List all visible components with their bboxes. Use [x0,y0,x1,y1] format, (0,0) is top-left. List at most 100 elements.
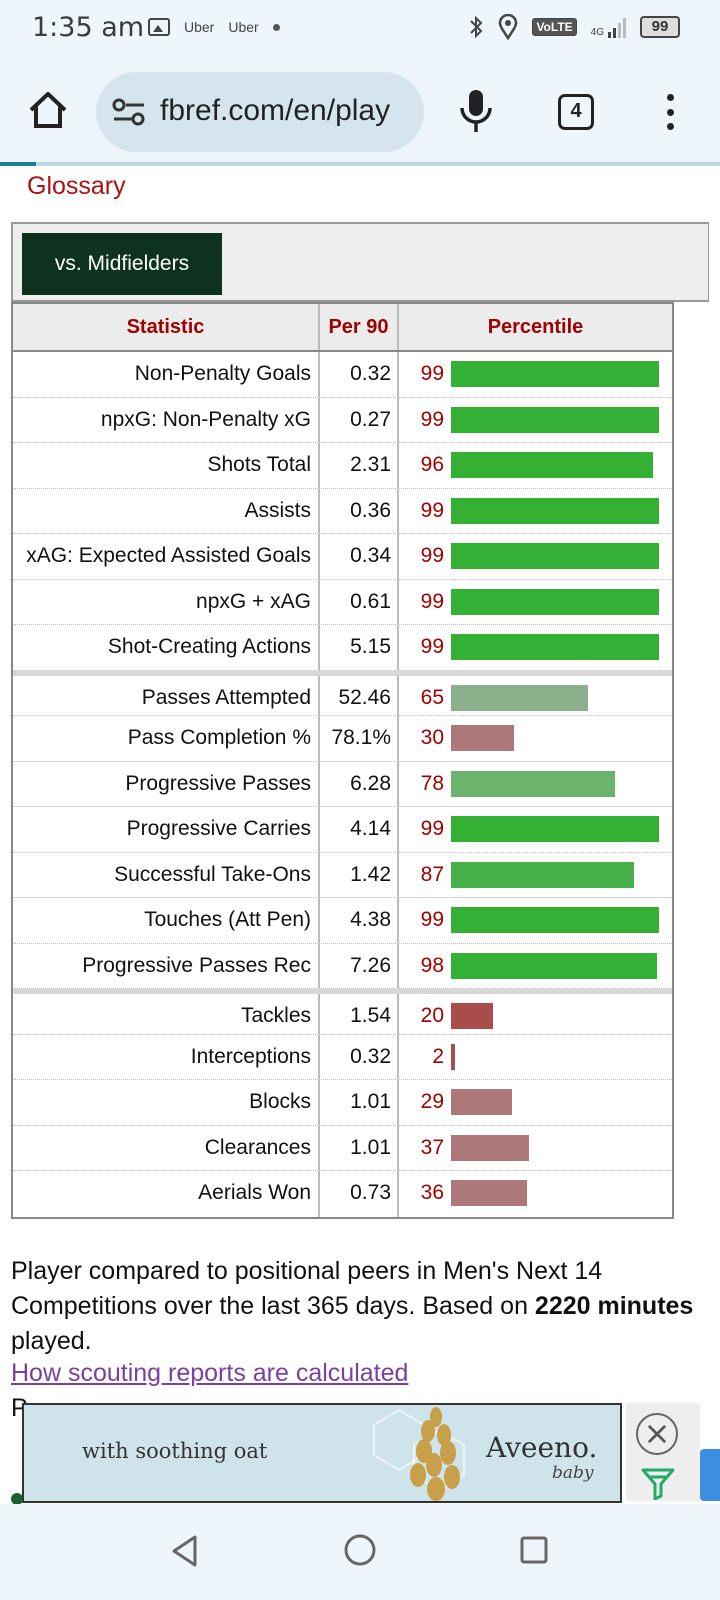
percentile-bar [451,634,659,660]
notification-icons: Uber Uber [148,18,280,36]
table-row: Progressive Passes 6.28 78 [13,761,672,807]
percentile-bar [451,1180,527,1206]
percentile-value: 78 [420,771,444,795]
stat-name: Touches (Att Pen) [13,898,320,943]
percentile-cell: 65 [399,676,672,716]
ad-filter-icon[interactable] [640,1466,676,1500]
description-text: Player compared to positional peers in M… [11,1257,603,1320]
percentile-cell: 78 [399,762,672,807]
url-bar[interactable]: fbref.com/en/play [96,72,424,152]
percentile-bar [451,406,659,433]
per90-value: 6.28 [320,761,399,806]
percentile-cell: 99 [399,489,672,534]
per90-value: 7.26 [320,943,399,988]
stat-name: Assists [13,488,320,533]
ad-brand: Aveeno. [486,1431,598,1464]
description-text-end: played. [11,1327,92,1355]
per90-value: 1.54 [320,994,399,1034]
percentile-value: 96 [420,453,444,476]
per90-value: 0.73 [320,1171,399,1217]
table-row: Interceptions 0.32 2 [13,1034,672,1080]
percentile-value: 37 [420,1135,444,1159]
percentile-value: 29 [420,1090,444,1113]
volte-indicator: VoLTE [532,18,577,36]
percentile-bar [451,816,659,842]
network-type: 4G [590,27,604,38]
back-icon[interactable] [170,1534,200,1568]
percentile-cell: 36 [399,1171,672,1217]
report-description: Player compared to positional peers in M… [11,1254,701,1359]
percentile-cell: 37 [399,1126,672,1171]
scouting-report-table: Statistic Per 90 Percentile Non-Penalty … [11,302,674,1219]
stat-name: Shots Total [13,443,320,488]
home-icon[interactable] [26,88,70,132]
bluetooth-icon [470,15,483,39]
percentile-value: 30 [420,726,444,749]
percentile-cell: 99 [399,534,672,579]
clock: 1:35 am [32,12,145,43]
vs-midfielders-button[interactable]: vs. Midfielders [22,233,222,295]
percentile-value: 99 [420,407,444,431]
stat-name: Passes Attempted [13,675,320,715]
overflow-menu-icon[interactable] [664,94,676,130]
home-nav-icon[interactable] [343,1533,377,1567]
header-percentile[interactable]: Percentile [487,316,584,338]
recents-icon[interactable] [519,1535,549,1565]
system-icons: VoLTE 4G 99 [468,14,680,40]
per90-value: 5.15 [320,625,399,670]
table-header: Statistic Per 90 Percentile [13,304,672,352]
percentile-value: 99 [420,589,444,613]
percentile-bar [451,684,588,711]
site-settings-icon[interactable] [112,98,146,126]
percentile-cell: 96 [399,443,672,488]
percentile-cell: 99 [399,352,672,397]
percentile-bar [451,1089,512,1115]
url-text[interactable]: fbref.com/en/play [160,94,391,127]
minutes-played: 2220 minutes [534,1292,694,1320]
glossary-link[interactable]: Glossary [27,172,126,200]
percentile-cell: 87 [399,853,672,898]
stat-name: Shot-Creating Actions [13,625,320,670]
header-per-90[interactable]: Per 90 [320,304,399,350]
per90-value: 0.61 [320,579,399,624]
uber-notification: Uber [184,19,215,35]
stat-name: Aerials Won [13,1171,320,1217]
ad-banner[interactable]: with soothing oat Aveeno. baby [22,1403,622,1503]
percentile-value: 99 [420,362,444,385]
percentile-value: 98 [420,953,444,977]
close-ad-icon[interactable] [636,1413,678,1455]
percentile-bar [451,1003,493,1029]
per90-value: 2.31 [320,443,399,488]
stat-name: Clearances [13,1125,320,1170]
percentile-cell: 29 [399,1080,672,1125]
header-statistic[interactable]: Statistic [13,304,320,350]
gallery-notification-icon [148,18,170,36]
stat-name: Tackles [13,994,320,1034]
table-row: Successful Take-Ons 1.42 87 [13,852,672,898]
more-notifications-dot-icon [272,23,280,31]
stat-name: xAG: Expected Assisted Goals [13,534,320,579]
green-indicator [11,1493,23,1505]
how-calculated-link[interactable]: How scouting reports are calculated [11,1359,409,1387]
per90-value: 78.1% [320,716,399,761]
percentile-value: 99 [420,544,444,567]
per90-value: 0.36 [320,488,399,533]
microphone-icon[interactable] [458,88,494,134]
per90-value: 4.14 [320,807,399,852]
percentile-value: 2 [432,1044,444,1068]
percentile-bar [451,952,657,979]
stat-name: Progressive Carries [13,807,320,852]
comparison-filter-bar: vs. Midfielders [11,222,709,302]
percentile-value: 99 [420,908,444,931]
table-row: Clearances 1.01 37 [13,1125,672,1171]
tab-switcher-button[interactable]: 4 [558,94,594,130]
table-row: Aerials Won 0.73 36 [13,1171,672,1217]
per90-value: 0.32 [320,352,399,397]
side-blue-tab[interactable] [700,1449,720,1501]
stat-name: Pass Completion % [13,716,320,761]
stat-name: npxG: Non-Penalty xG [13,397,320,442]
percentile-cell: 99 [399,625,672,670]
table-body: Non-Penalty Goals 0.32 99 npxG: Non-Penalty… [13,352,672,1217]
table-row: Progressive Passes Rec 7.26 98 [13,943,672,989]
table-row: npxG: Non-Penalty xG 0.27 99 [13,397,672,443]
